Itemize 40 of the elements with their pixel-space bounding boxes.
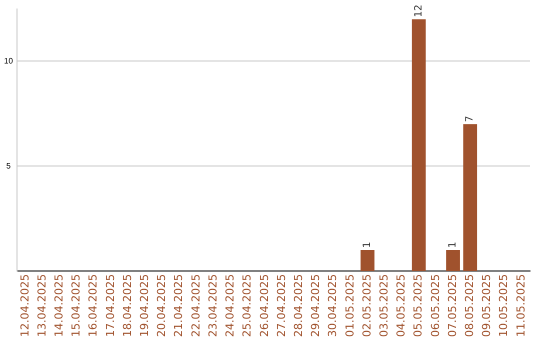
- bar: [463, 124, 478, 272]
- x-tick-label: 22.04.2025: [189, 274, 202, 338]
- x-tick-label: 24.04.2025: [224, 274, 237, 338]
- x-tick-label: 12.04.2025: [18, 274, 32, 338]
- bar: [360, 250, 374, 272]
- y-tick-label: 5: [6, 161, 12, 170]
- x-tick-label: 23.04.2025: [206, 274, 220, 338]
- x-tick-label: 07.05.2025: [446, 274, 459, 338]
- x-tick-label: 06.05.2025: [428, 274, 442, 338]
- x-tick-label: 29.04.2025: [309, 274, 322, 338]
- x-tick-label: 26.04.2025: [258, 274, 271, 338]
- x-tick-label: 25.04.2025: [240, 274, 254, 338]
- x-tick-label: 16.04.2025: [86, 274, 100, 338]
- x-tick-label: 17.04.2025: [104, 274, 117, 338]
- data-label: 7: [464, 116, 476, 122]
- x-tick-label: 10.05.2025: [497, 274, 510, 338]
- x-tick-label: 19.04.2025: [138, 274, 152, 338]
- x-tick-label: 18.04.2025: [120, 274, 134, 338]
- x-tick-label: 01.05.2025: [343, 274, 356, 338]
- x-tick-label: 05.05.2025: [412, 274, 425, 338]
- x-tick-label: 20.04.2025: [155, 274, 168, 338]
- x-tick-label: 15.04.2025: [70, 274, 83, 338]
- bar: [446, 250, 460, 272]
- x-tick-label: 28.04.2025: [292, 274, 305, 338]
- x-tick-label: 30.04.2025: [326, 274, 340, 338]
- x-tick-label: 14.04.2025: [52, 274, 66, 338]
- x-tick-label: 03.05.2025: [377, 274, 390, 338]
- x-tick-label: 09.05.2025: [480, 274, 494, 338]
- data-label: 1: [448, 242, 459, 248]
- data-label: 12: [413, 4, 424, 18]
- x-tick-label: 21.04.2025: [172, 274, 186, 338]
- x-tick-label: 08.05.2025: [463, 274, 476, 338]
- x-tick-label: 11.05.2025: [514, 274, 528, 338]
- x-tick-label: 27.04.2025: [274, 274, 288, 338]
- x-tick-label: 13.04.2025: [35, 274, 48, 338]
- x-tick-label: 02.05.2025: [360, 274, 374, 338]
- x-tick-label: 04.05.2025: [394, 274, 408, 338]
- y-tick-label: 10: [4, 56, 14, 66]
- bar: [412, 19, 426, 272]
- data-label: 1: [362, 242, 374, 248]
